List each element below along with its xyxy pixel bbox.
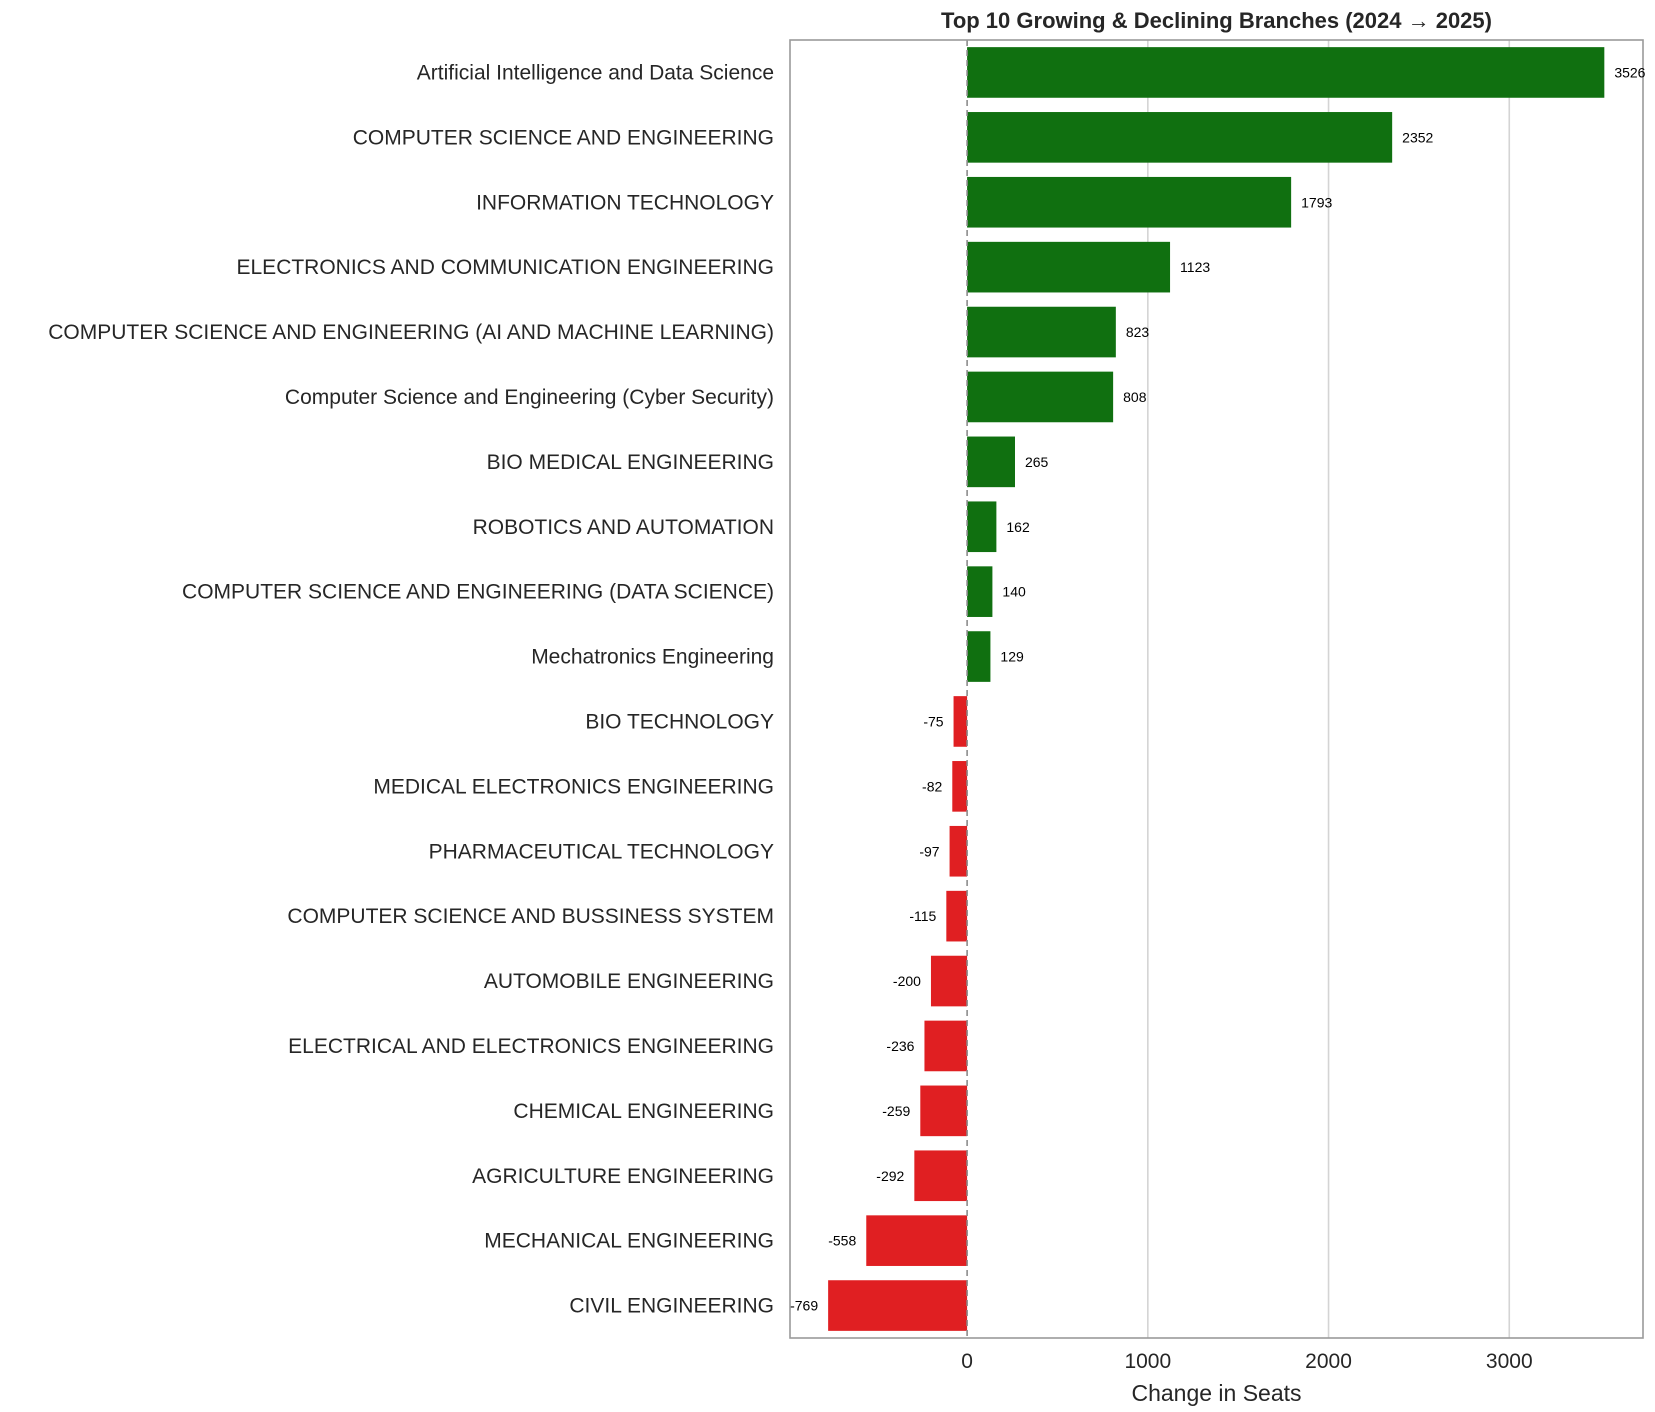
x-tick-label: 0 <box>961 1350 973 1373</box>
bar <box>930 955 968 1007</box>
category-label: COMPUTER SCIENCE AND ENGINEERING (AI AND… <box>48 321 774 344</box>
data-label: -115 <box>909 908 936 924</box>
bar <box>866 1215 968 1266</box>
category-label: COMPUTER SCIENCE AND ENGINEERING (DATA S… <box>182 581 774 604</box>
category-label: AGRICULTURE ENGINEERING <box>472 1165 774 1188</box>
category-label: CIVIL ENGINEERING <box>569 1295 774 1318</box>
grid-layer <box>1147 40 1511 1338</box>
data-label: 1793 <box>1301 194 1332 210</box>
bar <box>967 47 1605 98</box>
category-label: BIO TECHNOLOGY <box>585 710 774 733</box>
data-label: -236 <box>886 1038 914 1054</box>
category-label: COMPUTER SCIENCE AND BUSSINESS SYSTEM <box>287 905 774 928</box>
bar <box>924 1020 968 1072</box>
x-axis-label: Change in Seats <box>1131 1380 1301 1406</box>
plot-frame <box>789 39 1644 1339</box>
bar <box>967 306 1116 358</box>
category-label: INFORMATION TECHNOLOGY <box>476 191 774 214</box>
bar <box>967 241 1171 293</box>
data-label: 162 <box>1006 519 1030 535</box>
category-label: COMPUTER SCIENCE AND ENGINEERING <box>353 126 774 149</box>
category-label: MEDICAL ELECTRONICS ENGINEERING <box>373 775 774 798</box>
bars-layer <box>828 47 1605 1331</box>
bar <box>967 566 993 617</box>
bar <box>914 1150 968 1202</box>
category-label: MECHANICAL ENGINEERING <box>484 1230 774 1253</box>
data-label: 808 <box>1123 389 1147 405</box>
bar <box>946 890 968 942</box>
bar <box>967 631 991 682</box>
data-label: -292 <box>876 1168 904 1184</box>
bar <box>953 696 968 747</box>
data-label: -200 <box>893 973 921 989</box>
x-tick-label: 1000 <box>1124 1350 1171 1373</box>
bar <box>967 436 1015 488</box>
data-label: -97 <box>919 843 939 859</box>
data-label: 3526 <box>1614 64 1645 80</box>
bar <box>828 1280 968 1331</box>
category-label: AUTOMOBILE ENGINEERING <box>484 970 774 993</box>
category-label: ROBOTICS AND AUTOMATION <box>473 516 774 539</box>
data-label: 140 <box>1002 584 1026 600</box>
category-label: BIO MEDICAL ENGINEERING <box>487 451 774 474</box>
bar <box>967 176 1292 228</box>
data-label: -769 <box>790 1298 818 1314</box>
category-label: Mechatronics Engineering <box>531 646 774 669</box>
data-label: 823 <box>1126 324 1150 340</box>
x-tick-label: 2000 <box>1305 1350 1352 1373</box>
data-label: 265 <box>1025 454 1049 470</box>
category-label: ELECTRICAL AND ELECTRONICS ENGINEERING <box>288 1035 774 1058</box>
category-label: Computer Science and Engineering (Cyber … <box>285 386 774 409</box>
bar <box>967 112 1393 163</box>
data-label: 2352 <box>1402 129 1433 145</box>
x-tick-label: 3000 <box>1486 1350 1533 1373</box>
category-label: CHEMICAL ENGINEERING <box>513 1100 774 1123</box>
category-label: Artificial Intelligence and Data Science <box>417 61 774 84</box>
data-label: 1123 <box>1180 259 1210 275</box>
frame-layer <box>789 39 1644 1339</box>
data-label: 129 <box>1000 649 1024 665</box>
bar <box>967 501 997 553</box>
data-label: -558 <box>828 1233 856 1249</box>
category-label: ELECTRONICS AND COMMUNICATION ENGINEERIN… <box>237 256 775 279</box>
bar <box>952 761 968 812</box>
category-label: PHARMACEUTICAL TECHNOLOGY <box>429 840 774 863</box>
data-label: -82 <box>922 778 942 794</box>
labels-layer: 0 1000 2000 3000 Artificial Intelligence and… <box>48 61 1645 1373</box>
bar <box>967 371 1114 423</box>
bar <box>920 1085 968 1137</box>
bar <box>949 825 968 877</box>
data-label: -75 <box>923 713 943 729</box>
data-label: -259 <box>882 1103 910 1119</box>
chart-title: Top 10 Growing & Declining Branches (202… <box>941 8 1492 33</box>
